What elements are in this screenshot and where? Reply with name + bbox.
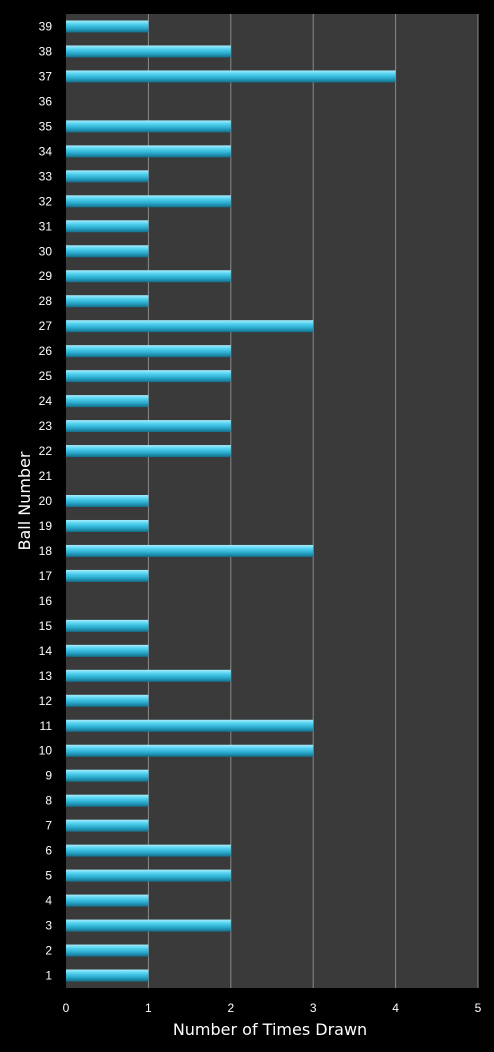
bar-ball-10 (66, 744, 314, 757)
y-tick-label: 2 (45, 944, 52, 958)
bar-ball-39 (66, 20, 149, 33)
bar-ball-33 (66, 170, 149, 183)
bar-ball-18 (66, 544, 314, 557)
y-tick-label: 9 (45, 769, 52, 783)
y-tick-label: 8 (45, 794, 52, 808)
bar-ball-22 (66, 445, 231, 458)
y-tick-label: 26 (39, 344, 53, 358)
y-tick-label: 21 (39, 469, 53, 483)
y-tick-label: 18 (39, 544, 53, 558)
bar-ball-38 (66, 45, 231, 58)
y-tick-label: 10 (39, 744, 53, 758)
x-tick-label: 5 (475, 1001, 482, 1015)
y-tick-label: 5 (45, 869, 52, 883)
y-tick-label: 34 (39, 144, 53, 158)
bar-ball-24 (66, 395, 149, 408)
bar-ball-11 (66, 719, 314, 732)
x-tick-labels: 0 1 2 3 4 5 (63, 1001, 482, 1015)
bar-ball-8 (66, 794, 149, 807)
bar-ball-30 (66, 245, 149, 258)
y-tick-label: 3 (45, 919, 52, 933)
y-tick-label: 16 (39, 594, 53, 608)
y-tick-label: 15 (39, 619, 53, 633)
bar-ball-5 (66, 869, 231, 882)
bar-ball-23 (66, 420, 231, 433)
x-tick-label: 0 (63, 1001, 70, 1015)
y-tick-label: 22 (39, 444, 53, 458)
bar-ball-1 (66, 969, 149, 982)
bar-ball-12 (66, 694, 149, 707)
y-tick-label: 23 (39, 419, 53, 433)
y-tick-label: 39 (39, 19, 53, 33)
bar-ball-19 (66, 519, 149, 532)
bar-ball-7 (66, 819, 149, 832)
bar-ball-32 (66, 195, 231, 208)
y-tick-label: 35 (39, 119, 53, 133)
bar-ball-29 (66, 270, 231, 283)
y-tick-label: 29 (39, 269, 53, 283)
y-axis-title: Ball Number (15, 451, 34, 550)
bar-ball-6 (66, 844, 231, 857)
y-tick-label: 24 (39, 394, 53, 408)
y-tick-label: 6 (45, 844, 52, 858)
y-tick-label: 30 (39, 244, 53, 258)
y-tick-label: 37 (39, 69, 53, 83)
y-tick-label: 14 (39, 644, 53, 658)
y-tick-label: 13 (39, 669, 53, 683)
x-axis-title: Number of Times Drawn (173, 1020, 367, 1039)
y-tick-label: 38 (39, 44, 53, 58)
bar-ball-15 (66, 619, 149, 632)
x-tick-label: 3 (310, 1001, 317, 1015)
y-tick-label: 28 (39, 294, 53, 308)
bar-ball-27 (66, 320, 314, 333)
y-tick-label: 20 (39, 494, 53, 508)
y-tick-label: 7 (45, 819, 52, 833)
bar-ball-9 (66, 769, 149, 782)
y-tick-label: 1 (45, 969, 52, 983)
bar-ball-4 (66, 894, 149, 907)
bar-ball-25 (66, 370, 231, 383)
y-tick-label: 4 (45, 894, 52, 908)
bar-ball-2 (66, 944, 149, 957)
bar-ball-14 (66, 644, 149, 657)
y-tick-label: 32 (39, 194, 53, 208)
bar-ball-34 (66, 145, 231, 158)
bar-ball-13 (66, 669, 231, 682)
bar-ball-37 (66, 70, 396, 83)
y-tick-label: 19 (39, 519, 53, 533)
x-tick-label: 1 (145, 1001, 152, 1015)
bar-ball-20 (66, 495, 149, 507)
bar-ball-31 (66, 220, 149, 233)
y-tick-label: 25 (39, 369, 53, 383)
bar-ball-17 (66, 569, 149, 582)
y-tick-label: 17 (39, 569, 53, 583)
y-tick-labels: 1234567891011121314151617181920212223242… (39, 19, 53, 982)
y-tick-label: 33 (39, 169, 53, 183)
bars (66, 20, 396, 982)
bar-ball-35 (66, 120, 231, 133)
x-tick-label: 4 (392, 1001, 399, 1015)
y-tick-label: 12 (39, 694, 53, 708)
y-tick-label: 36 (39, 94, 53, 108)
bar-ball-26 (66, 345, 231, 358)
x-tick-label: 2 (227, 1001, 234, 1015)
bar-ball-3 (66, 919, 231, 932)
y-tick-label: 27 (39, 319, 53, 333)
bar-ball-28 (66, 295, 149, 308)
y-tick-label: 11 (40, 719, 53, 733)
y-tick-label: 31 (39, 219, 53, 233)
